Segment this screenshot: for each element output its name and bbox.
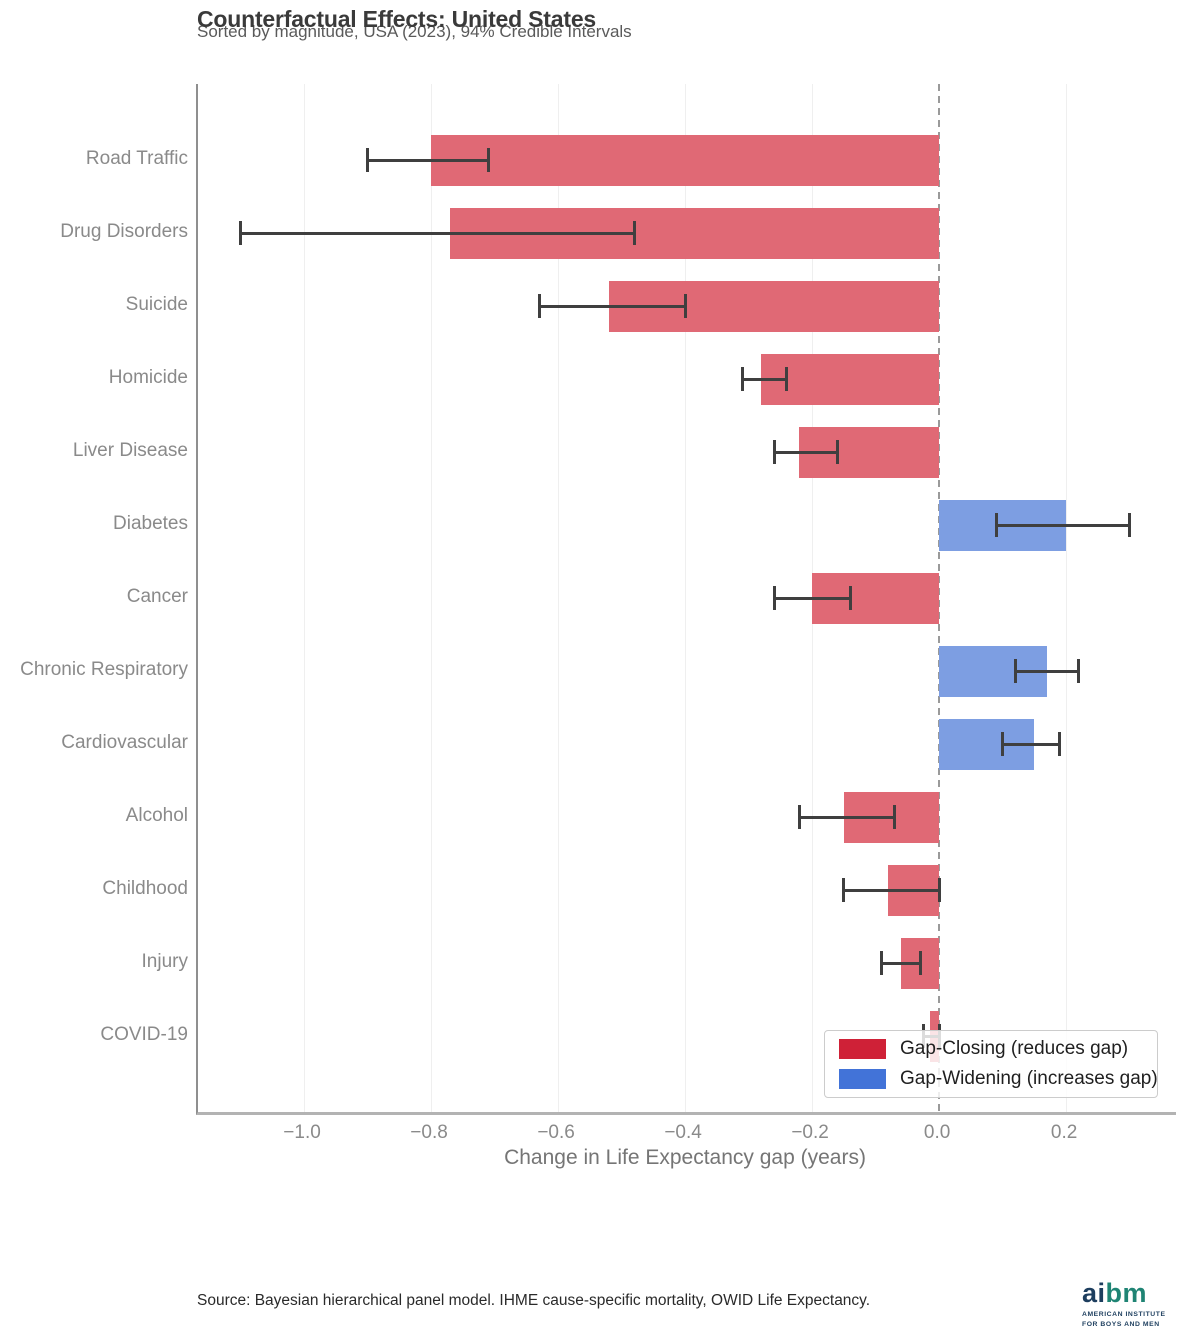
category-label-drug-disorders: Drug Disorders — [60, 221, 188, 242]
error-bar-cap — [1077, 659, 1081, 683]
category-label-suicide: Suicide — [125, 294, 188, 315]
gap-closing-swatch-icon — [839, 1039, 886, 1059]
error-bar-cap — [842, 878, 846, 902]
category-label-liver-disease: Liver Disease — [72, 440, 188, 461]
x-tick-label: −1.0 — [283, 1122, 321, 1143]
error-bar-cap — [1013, 659, 1017, 683]
logo-wordmark-bm: bm — [1105, 1278, 1148, 1308]
x-tick-label: −0.2 — [791, 1122, 829, 1143]
gridline — [685, 84, 687, 1112]
plot-area — [196, 84, 1176, 1115]
legend-item-gap-closing: Gap-Closing (reduces gap) — [839, 1038, 1147, 1060]
error-bar-cap — [239, 221, 243, 245]
logo-tagline-line1: AMERICAN INSTITUTE — [1082, 1311, 1166, 1318]
legend-item-gap-widening: Gap-Widening (increases gap) — [839, 1068, 1158, 1090]
source-text: Source: Bayesian hierarchical panel mode… — [197, 1292, 871, 1309]
error-bar — [240, 231, 635, 235]
error-bar-cap — [366, 148, 370, 172]
error-bar-cap — [880, 951, 884, 975]
x-tick-label: −0.4 — [664, 1122, 702, 1143]
category-label-diabetes: Diabetes — [113, 513, 188, 534]
category-label-cardiovascular: Cardiovascular — [61, 732, 188, 753]
zero-reference-line — [938, 84, 941, 1112]
x-tick-label: 0.0 — [923, 1122, 951, 1143]
error-bar — [1002, 742, 1060, 746]
error-bar-cap — [632, 221, 636, 245]
category-label-cancer: Cancer — [126, 586, 188, 607]
category-label-road-traffic: Road Traffic — [85, 148, 188, 169]
gridline — [1066, 84, 1068, 1112]
error-bar — [799, 815, 895, 819]
gridline — [431, 84, 433, 1112]
legend-label: Gap-Widening (increases gap) — [900, 1068, 1158, 1089]
error-bar-cap — [1128, 513, 1132, 537]
error-bar — [774, 450, 838, 454]
category-label-homicide: Homicide — [108, 367, 188, 388]
error-bar-cap — [797, 805, 801, 829]
error-bar-cap — [848, 586, 852, 610]
error-bar-cap — [772, 440, 776, 464]
error-bar — [367, 158, 489, 162]
error-bar-cap — [785, 367, 789, 391]
aibm-logo: aibm AMERICAN INSTITUTE FOR BOYS AND MEN — [1082, 1280, 1182, 1330]
error-bar-cap — [1001, 732, 1005, 756]
error-bar-cap — [537, 294, 541, 318]
error-bar-cap — [772, 586, 776, 610]
error-bar-cap — [893, 805, 897, 829]
error-bar — [539, 304, 686, 308]
category-label-alcohol: Alcohol — [125, 805, 188, 826]
error-bar — [843, 888, 940, 892]
logo-wordmark-ai: ai — [1082, 1278, 1106, 1308]
error-bar — [881, 961, 921, 965]
x-tick-label: −0.8 — [410, 1122, 448, 1143]
gridline — [558, 84, 560, 1112]
error-bar — [996, 523, 1130, 527]
logo-tagline-line2: FOR BOYS AND MEN — [1082, 1321, 1160, 1329]
error-bar — [774, 596, 851, 600]
logo-wordmark: aibm — [1082, 1280, 1182, 1307]
gap-widening-swatch-icon — [839, 1069, 886, 1089]
error-bar — [742, 377, 787, 381]
error-bar-cap — [486, 148, 490, 172]
category-label-childhood: Childhood — [102, 878, 188, 899]
error-bar-cap — [836, 440, 839, 464]
error-bar-cap — [740, 367, 744, 391]
error-bar-cap — [683, 294, 687, 318]
logo-tagline: AMERICAN INSTITUTE FOR BOYS AND MEN — [1082, 1310, 1182, 1330]
bar-road-traffic — [431, 134, 940, 186]
x-tick-label: 0.2 — [1050, 1122, 1078, 1143]
chart-title: Counterfactual Effects: United States — [197, 6, 596, 32]
category-label-injury: Injury — [141, 951, 188, 972]
legend-label: Gap-Closing (reduces gap) — [900, 1038, 1129, 1059]
x-tick-label: −0.6 — [537, 1122, 575, 1143]
bar-homicide — [761, 353, 940, 405]
legend: Gap-Closing (reduces gap) Gap-Widening (… — [824, 1030, 1158, 1098]
category-label-chronic-respiratory: Chronic Respiratory — [20, 659, 188, 680]
error-bar-cap — [918, 951, 922, 975]
error-bar-cap — [994, 513, 998, 537]
error-bar-cap — [1058, 732, 1062, 756]
error-bar-cap — [937, 878, 941, 902]
x-axis-label: Change in Life Expectancy gap (years) — [504, 1146, 866, 1169]
error-bar — [1015, 669, 1079, 673]
category-label-covid-19: COVID-19 — [100, 1024, 188, 1045]
gridline — [304, 84, 306, 1112]
chart-subtitle: Sorted by magnitude, USA (2023), 94% Cre… — [197, 22, 632, 41]
